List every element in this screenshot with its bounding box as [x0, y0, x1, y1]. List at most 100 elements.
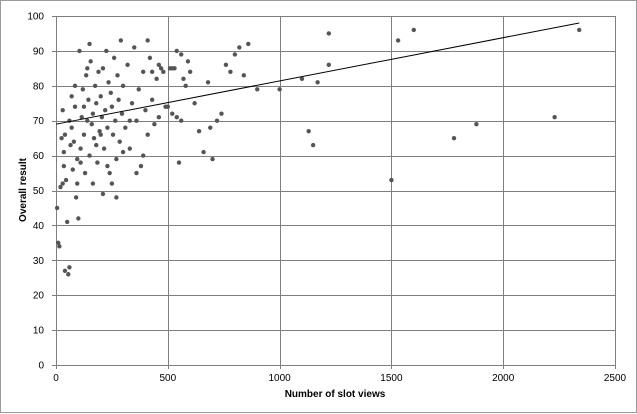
data-point [223, 62, 229, 68]
data-point [75, 181, 80, 186]
data-point [108, 90, 113, 95]
data-point [552, 115, 557, 120]
data-point [134, 170, 139, 176]
data-point [114, 195, 119, 200]
data-point [185, 59, 191, 64]
data-point [411, 27, 416, 33]
data-point [115, 73, 120, 78]
data-point [89, 121, 94, 127]
data-point [299, 76, 305, 82]
data-point [105, 163, 110, 169]
data-point [81, 132, 87, 137]
data-point [156, 115, 162, 120]
data-point [104, 48, 109, 54]
data-point [125, 62, 130, 68]
y-tick-label: 100 [27, 12, 44, 23]
x-tick-label: 1500 [380, 373, 403, 384]
data-point [64, 219, 70, 225]
data-point [219, 111, 224, 116]
data-point [310, 142, 316, 148]
data-point [110, 132, 116, 137]
data-point [78, 146, 83, 151]
data-point [120, 149, 126, 155]
data-point [170, 66, 175, 71]
data-point [127, 146, 132, 151]
data-point [91, 135, 97, 141]
data-point [111, 55, 117, 61]
data-point [158, 66, 164, 71]
data-point [72, 104, 78, 109]
data-point [100, 191, 106, 197]
data-point [192, 101, 197, 106]
data-point [176, 160, 182, 165]
data-point [181, 76, 186, 82]
data-point [163, 104, 168, 109]
data-point [179, 118, 184, 123]
data-point [69, 125, 74, 130]
x-tick-label: 1000 [268, 373, 291, 384]
data-point [232, 52, 238, 57]
data-point [94, 142, 99, 148]
data-point [87, 153, 92, 158]
y-tick-label: 40 [33, 221, 45, 232]
data-point [127, 118, 132, 123]
data-point [116, 97, 121, 102]
data-point [205, 80, 211, 85]
data-point [69, 94, 74, 99]
y-tick-label: 50 [33, 186, 45, 197]
data-point [59, 135, 64, 141]
y-tick-label: 30 [33, 256, 45, 267]
data-point [99, 115, 105, 120]
data-point [149, 69, 155, 75]
data-point [134, 118, 139, 123]
data-point [57, 244, 62, 249]
data-point [58, 184, 63, 190]
data-point [98, 132, 103, 137]
data-point [105, 125, 110, 130]
data-point [107, 170, 112, 176]
data-point [577, 27, 582, 33]
x-tick-label: 2500 [604, 373, 627, 384]
data-point [156, 62, 162, 68]
trendline [55, 22, 580, 125]
data-point [179, 52, 184, 57]
y-tick-labels: 0 10 20 30 40 50 60 70 80 90 100 [27, 12, 44, 372]
data-point [129, 101, 135, 106]
data-point [154, 76, 159, 82]
data-point [451, 135, 457, 141]
data-point [161, 69, 166, 75]
data-point [326, 62, 331, 68]
x-tick-labels: 0 500 1000 1500 2000 2500 [53, 373, 626, 384]
data-point [174, 48, 179, 54]
data-point [214, 118, 220, 123]
data-point [109, 181, 115, 186]
data-point [246, 41, 251, 47]
data-point [90, 111, 96, 116]
data-point [67, 265, 72, 270]
data-point [208, 125, 213, 130]
data-point [474, 121, 479, 127]
y-tick-label: 90 [33, 46, 45, 57]
data-point [145, 132, 150, 137]
data-point [145, 38, 150, 43]
y-tick-label: 0 [38, 361, 44, 372]
data-point [147, 55, 153, 61]
data-point [62, 132, 68, 137]
data-point [100, 66, 106, 71]
data-point [66, 272, 71, 277]
y-tick-label: 10 [33, 326, 45, 337]
data-point [101, 146, 107, 151]
data-point [79, 115, 84, 120]
data-point [95, 160, 100, 165]
data-point [92, 83, 98, 89]
data-point [80, 87, 86, 92]
data-point [81, 104, 87, 109]
x-tick-label: 0 [53, 373, 59, 384]
data-point [72, 83, 78, 89]
data-point [120, 83, 126, 89]
data-point [54, 205, 60, 211]
data-point [68, 142, 73, 148]
data-point [98, 94, 103, 99]
data-point [201, 149, 206, 155]
